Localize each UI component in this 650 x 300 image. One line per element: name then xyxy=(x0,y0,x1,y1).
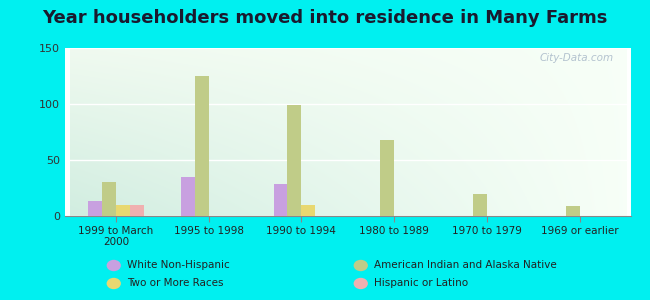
Bar xyxy=(287,105,302,216)
Bar xyxy=(116,205,130,216)
Bar xyxy=(130,205,144,216)
Text: Hispanic or Latino: Hispanic or Latino xyxy=(374,278,468,289)
Text: American Indian and Alaska Native: American Indian and Alaska Native xyxy=(374,260,556,271)
Bar xyxy=(566,206,580,216)
Text: White Non-Hispanic: White Non-Hispanic xyxy=(127,260,229,271)
Bar xyxy=(302,205,315,216)
Bar xyxy=(102,182,116,216)
Text: Two or More Races: Two or More Races xyxy=(127,278,223,289)
Bar xyxy=(274,184,287,216)
Bar xyxy=(195,76,209,216)
Bar xyxy=(88,201,102,216)
Text: City-Data.com: City-Data.com xyxy=(540,53,614,63)
Bar xyxy=(181,177,195,216)
Text: Year householders moved into residence in Many Farms: Year householders moved into residence i… xyxy=(42,9,608,27)
Bar xyxy=(473,194,487,216)
Bar xyxy=(380,140,394,216)
